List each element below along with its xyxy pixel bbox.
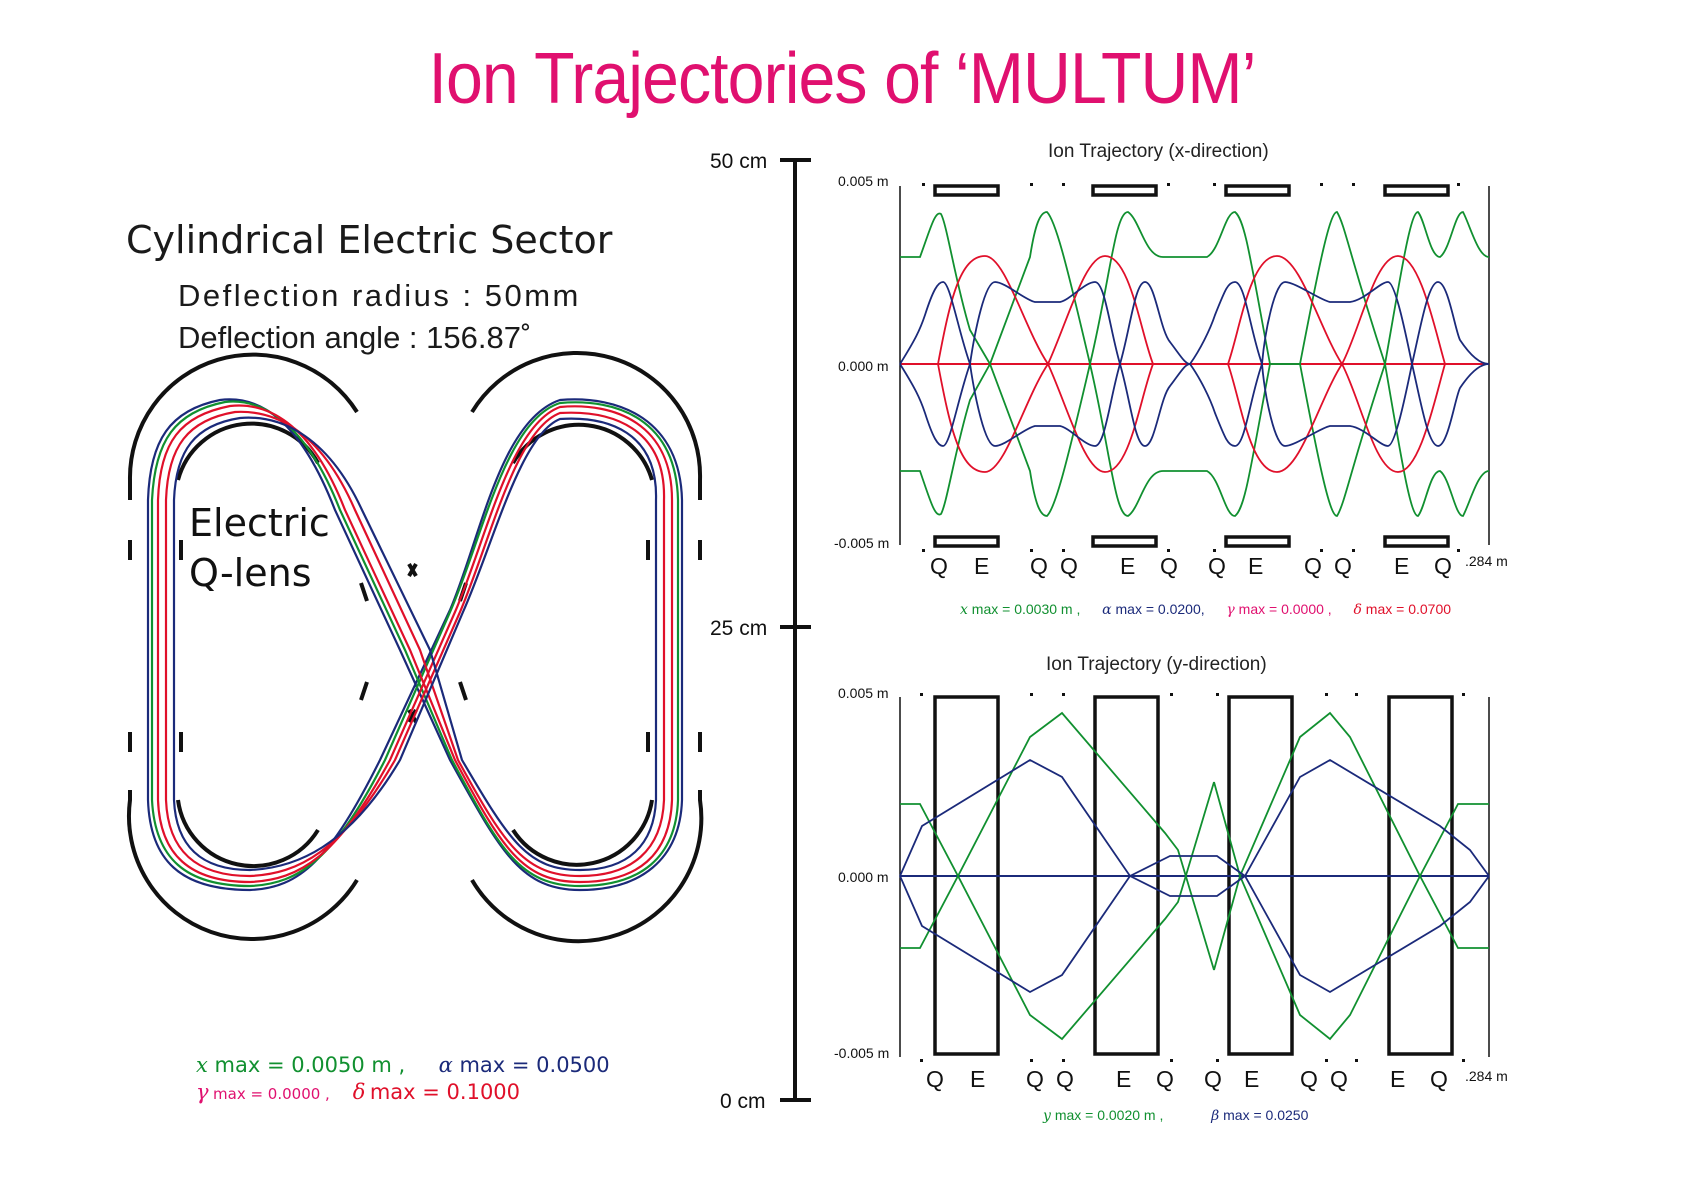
x-max-value: max = 0.0050 m , (214, 1053, 406, 1077)
x-symbol: x (196, 1053, 208, 1077)
deflection-angle-text: Deflection angle : 156.87˚ (178, 320, 532, 355)
element-label: E (970, 1066, 986, 1092)
trajectory-bundle (146, 398, 684, 892)
delta-symbol: δ (1353, 602, 1362, 618)
element-label: Q (1060, 553, 1078, 579)
electrode-outlines (126, 350, 704, 944)
element-label: Q (1026, 1066, 1044, 1092)
element-label: E (1120, 553, 1136, 579)
element-label: Q (1030, 553, 1048, 579)
alpha-max-value: max = 0.0500 (459, 1053, 610, 1077)
y-plot-y-top-label: 0.005 m (838, 685, 889, 701)
x-max-value: max = 0.0030 m , (971, 601, 1081, 617)
element-label: Q (1156, 1066, 1174, 1092)
element-label: Q (926, 1066, 944, 1092)
sector-heading: Cylindrical Electric Sector (126, 218, 613, 262)
gamma-max-value: max = 0.0000 , (213, 1085, 330, 1103)
y-max-value: max = 0.0020 m , (1054, 1107, 1164, 1123)
qlens-label-line-1: Electric (189, 501, 330, 545)
element-label: Q (1330, 1066, 1348, 1092)
alpha-symbol: α (1102, 602, 1112, 618)
element-label: E (1116, 1066, 1132, 1092)
y-plot-y-bot-label: -0.005 m (834, 1045, 890, 1061)
x-plot-title: Ion Trajectory (x-direction) (1048, 141, 1269, 162)
delta-max-value: max = 0.1000 (369, 1080, 521, 1104)
y-plot-x-end-label: .284 m (1465, 1068, 1508, 1084)
element-label: Q (1160, 553, 1178, 579)
y-plot-legend: y max = 0.0020 m , β max = 0.0250 (1043, 1107, 1308, 1124)
x-symbol: x (960, 602, 968, 618)
x-plot-x-end-label: .284 m (1465, 553, 1508, 569)
alpha-max-value: max = 0.0200, (1115, 601, 1205, 617)
x-plot-legend: x max = 0.0030 m , α max = 0.0200, γ max… (960, 601, 1451, 618)
element-label: Q (1300, 1066, 1318, 1092)
gamma-max-value: max = 0.0000 , (1238, 601, 1332, 617)
qlens-label-line-2: Q-lens (189, 551, 312, 595)
element-label: E (1248, 553, 1264, 579)
gamma-symbol: γ (1226, 602, 1235, 618)
element-label: Q (1430, 1066, 1448, 1092)
delta-max-value: max = 0.0700 (1365, 601, 1452, 617)
y-plot-y-mid-label: 0.000 m (838, 869, 889, 885)
alpha-symbol: α (438, 1053, 453, 1077)
element-label: E (1394, 553, 1410, 579)
element-label: Q (1056, 1066, 1074, 1092)
y-symbol: y (1043, 1108, 1051, 1124)
deflection-radius-text: Deflection radius : 50mm (178, 278, 581, 313)
delta-symbol: δ (352, 1080, 366, 1104)
beta-max-value: max = 0.0250 (1223, 1107, 1309, 1123)
element-label: Q (1204, 1066, 1222, 1092)
element-label: Q (1304, 553, 1322, 579)
element-label: E (1244, 1066, 1260, 1092)
x-plot-y-mid-label: 0.000 m (838, 358, 889, 374)
y-plot-title: Ion Trajectory (y-direction) (1046, 654, 1267, 675)
scale-0cm-label: 0 cm (720, 1090, 766, 1113)
element-label: Q (1434, 553, 1452, 579)
scale-25cm-label: 25 cm (710, 617, 768, 640)
element-label: E (1390, 1066, 1406, 1092)
beta-symbol: β (1211, 1108, 1220, 1124)
element-label: Q (930, 553, 948, 579)
element-label: Q (1334, 553, 1352, 579)
left-legend-row-2: γ max = 0.0000 , δ max = 0.1000 (196, 1080, 520, 1104)
page-title: Ion Trajectories of ‘MULTUM’ (428, 39, 1257, 119)
x-plot-y-top-label: 0.005 m (838, 173, 889, 189)
scale-50cm-label: 50 cm (710, 150, 768, 173)
left-legend-row-1: x max = 0.0050 m , α max = 0.0500 (196, 1053, 610, 1077)
element-label: Q (1208, 553, 1226, 579)
element-label: E (974, 553, 990, 579)
x-plot-y-bot-label: -0.005 m (834, 535, 890, 551)
gamma-symbol: γ (196, 1080, 209, 1104)
electric-qlens-label: Electric Q-lens (189, 498, 330, 598)
